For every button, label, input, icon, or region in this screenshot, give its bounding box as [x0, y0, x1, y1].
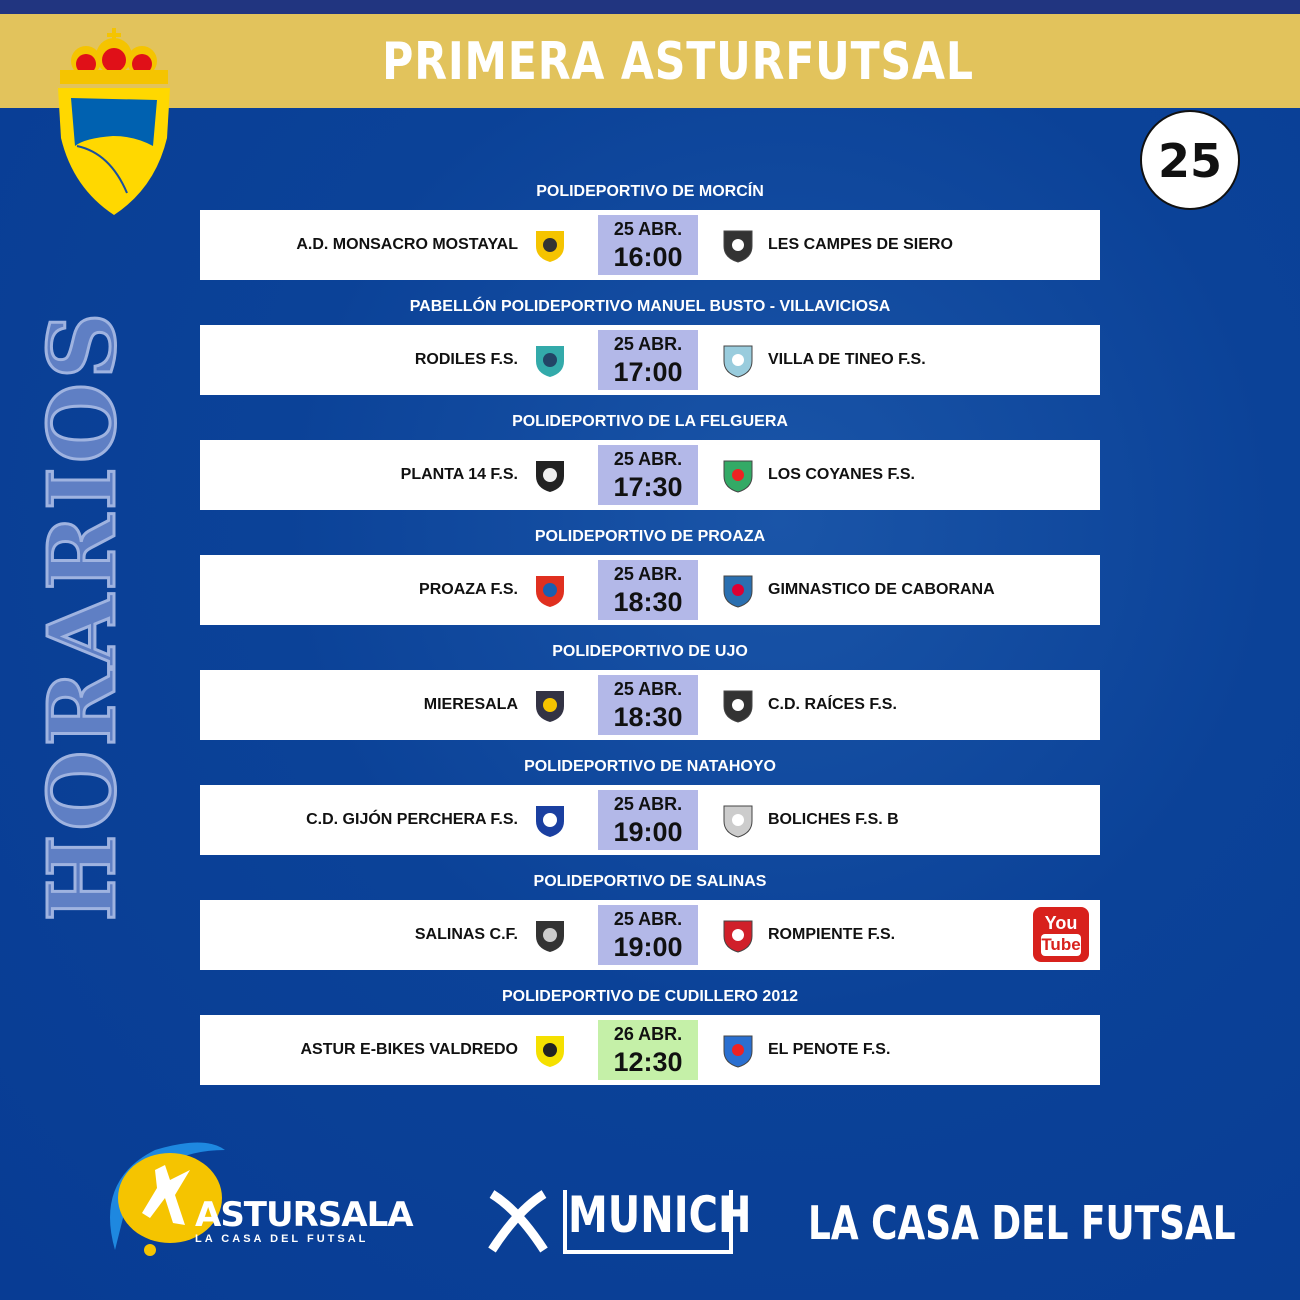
top-strip	[0, 0, 1300, 14]
match-date: 25 ABR.	[613, 334, 683, 354]
page-title: PRIMERA ASTURFUTSAL	[382, 32, 974, 92]
away-team-name: LES CAMPES DE SIERO	[768, 236, 953, 253]
match-row: C.D. GIJÓN PERCHERA F.S. 25 ABR. 19:00 B…	[200, 785, 1100, 855]
match-date: 25 ABR.	[613, 449, 683, 469]
home-team-name: SALINAS C.F.	[414, 926, 518, 943]
match-datetime: 25 ABR. 18:30	[598, 675, 698, 735]
home-team-name: PROAZA F.S.	[419, 581, 518, 598]
match-time: 18:30	[613, 587, 683, 617]
home-team-crest-icon	[536, 921, 564, 952]
away-team-name: ROMPIENTE F.S.	[768, 926, 896, 943]
away-team-crest-icon	[723, 460, 753, 493]
venue-name: POLIDEPORTIVO DE SALINAS	[533, 873, 767, 890]
match-row: PLANTA 14 F.S. 25 ABR. 17:30 LOS COYANES…	[200, 440, 1100, 510]
header-band	[0, 14, 1300, 108]
home-team-name: MIERESALA	[423, 696, 518, 713]
home-team-name: C.D. GIJÓN PERCHERA F.S.	[306, 811, 518, 828]
match-time: 16:00	[613, 242, 683, 272]
match-row: PROAZA F.S. 25 ABR. 18:30 GIMNASTICO DE …	[200, 555, 1100, 625]
venue-name: POLIDEPORTIVO DE CUDILLERO 2012	[501, 988, 799, 1005]
home-team-name: RODILES F.S.	[414, 351, 518, 368]
home-team-crest-icon	[536, 346, 564, 377]
match-date: 26 ABR.	[613, 1024, 683, 1044]
venue-name: POLIDEPORTIVO DE MORCÍN	[536, 183, 764, 200]
astursala-subtitle: LA CASA DEL FUTSAL	[195, 1233, 369, 1245]
venue-name: POLIDEPORTIVO DE NATAHOYO	[524, 758, 776, 775]
match-date: 25 ABR.	[613, 219, 683, 239]
home-team-crest-icon	[536, 461, 564, 492]
away-team-crest-icon	[723, 920, 753, 953]
away-team-crest-icon	[723, 575, 753, 608]
venue-name: POLIDEPORTIVO DE UJO	[552, 643, 748, 660]
match-row: SALINAS C.F. 25 ABR. 19:00 ROMPIENTE F.S…	[200, 900, 1100, 970]
away-team-crest-icon	[723, 1035, 753, 1068]
match-datetime: 26 ABR. 12:30	[598, 1020, 698, 1080]
match-date: 25 ABR.	[613, 679, 683, 699]
side-label-horarios: HORARIOS	[27, 307, 138, 923]
match-row: MIERESALA 25 ABR. 18:30 C.D. RAÍCES F.S.	[200, 670, 1100, 740]
round-number-badge: 25	[1140, 110, 1240, 210]
match-time: 19:00	[613, 932, 683, 962]
munich-box	[563, 1190, 733, 1254]
match-row: ASTUR E-BIKES VALDREDO 26 ABR. 12:30 EL …	[200, 1015, 1100, 1085]
away-team-crest-icon	[723, 345, 753, 378]
match-date: 25 ABR.	[613, 909, 683, 929]
home-team-name: ASTUR E-BIKES VALDREDO	[300, 1041, 519, 1058]
away-team-name: BOLICHES F.S. B	[768, 811, 899, 828]
away-team-crest-icon	[723, 805, 753, 838]
match-datetime: 25 ABR. 16:00	[598, 215, 698, 275]
home-team-crest-icon	[536, 1036, 564, 1067]
match-time: 12:30	[613, 1047, 683, 1077]
match-datetime: 25 ABR. 18:30	[598, 560, 698, 620]
home-team-crest-icon	[536, 691, 564, 722]
munich-name: MUNICH	[568, 1186, 752, 1244]
away-team-name: EL PENOTE F.S.	[768, 1041, 891, 1058]
match-time: 17:00	[613, 357, 683, 387]
match-datetime: 25 ABR. 19:00	[598, 905, 698, 965]
home-team-crest-icon	[536, 576, 564, 607]
match-date: 25 ABR.	[613, 794, 683, 814]
munich-logo: MUNICH	[488, 1140, 758, 1260]
match-row: A.D. MONSACRO MOSTAYAL 25 ABR. 16:00 LES…	[200, 210, 1100, 280]
astursala-name: ASTURSALA	[195, 1195, 414, 1235]
away-team-name: GIMNASTICO DE CABORANA	[768, 581, 995, 598]
munich-x-icon	[488, 1190, 548, 1253]
match-time: 19:00	[613, 817, 683, 847]
match-row: RODILES F.S. 25 ABR. 17:00 VILLA DE TINE…	[200, 325, 1100, 395]
astursala-emblem-icon	[110, 1142, 225, 1256]
away-team-crest-icon	[723, 230, 753, 263]
away-team-name: C.D. RAÍCES F.S.	[768, 696, 897, 713]
federation-crest-logo	[58, 28, 170, 215]
match-datetime: 25 ABR. 17:30	[598, 445, 698, 505]
match-datetime: 25 ABR. 19:00	[598, 790, 698, 850]
match-date: 25 ABR.	[613, 564, 683, 584]
venue-name: POLIDEPORTIVO DE LA FELGUERA	[512, 413, 788, 430]
away-team-name: LOS COYANES F.S.	[768, 466, 915, 483]
match-time: 18:30	[613, 702, 683, 732]
home-team-crest-icon	[536, 806, 564, 837]
venue-name: PABELLÓN POLIDEPORTIVO MANUEL BUSTO - VI…	[409, 298, 891, 315]
footer-slogan: LA CASA DEL FUTSAL	[808, 1196, 1236, 1250]
match-datetime: 25 ABR. 17:00	[598, 330, 698, 390]
away-team-name: VILLA DE TINEO F.S.	[768, 351, 926, 368]
home-team-name: PLANTA 14 F.S.	[400, 466, 518, 483]
home-team-crest-icon	[536, 231, 564, 262]
youtube-button[interactable]: You Tube	[1033, 907, 1089, 962]
astursala-logo: ASTURSALA LA CASA DEL FUTSAL	[95, 1140, 414, 1260]
match-time: 17:30	[613, 472, 683, 502]
venue-name: POLIDEPORTIVO DE PROAZA	[534, 528, 766, 545]
home-team-name: A.D. MONSACRO MOSTAYAL	[296, 236, 518, 253]
away-team-crest-icon	[723, 690, 753, 723]
